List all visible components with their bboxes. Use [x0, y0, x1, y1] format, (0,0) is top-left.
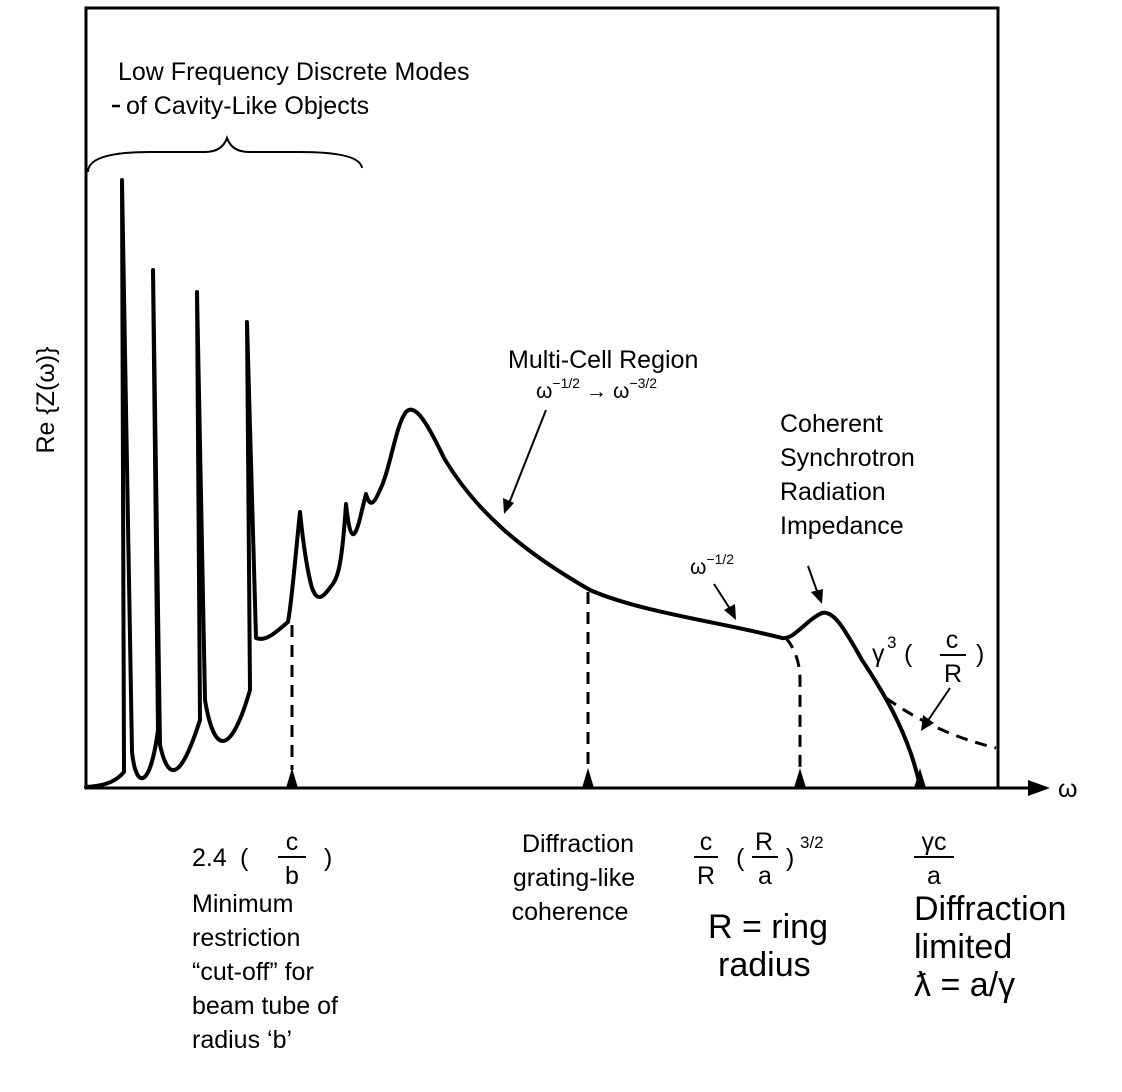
- multicell-pointer-line: [507, 409, 547, 507]
- svg-text:Minimum: Minimum: [192, 890, 293, 918]
- svg-text:Diffraction: Diffraction: [914, 890, 1066, 928]
- gamma-cubed-label: γ 3 ( c R ): [872, 626, 984, 688]
- csr-label-line3: Radiation: [780, 478, 886, 506]
- ring-dashed-line: [784, 637, 802, 770]
- svg-text:grating-like: grating-like: [513, 864, 635, 892]
- csr-pointer-line: [807, 565, 819, 595]
- svg-text:γ: γ: [872, 640, 885, 668]
- csr-label-line1: Coherent: [780, 410, 883, 438]
- csr-label-line4: Impedance: [780, 512, 904, 540]
- multicell-region-label: Multi-Cell Region: [508, 346, 698, 374]
- svg-text:R: R: [697, 862, 715, 890]
- svg-text:beam tube of: beam tube of: [192, 992, 338, 1020]
- omega-half-label: ω−1/2: [690, 551, 734, 579]
- grating-marker-arrow: [582, 768, 594, 788]
- plot-frame: [84, 6, 1000, 790]
- omega-half-pointer-head: [724, 604, 736, 620]
- csr-dashed-extension: [885, 696, 997, 750]
- svg-text:radius ‘b’: radius ‘b’: [192, 1026, 292, 1054]
- cavity-objects-label: of Cavity-Like Objects: [126, 92, 369, 120]
- csr-label-line2: Synchrotron: [780, 444, 915, 472]
- impedance-curve: [84, 178, 922, 789]
- grating-marker-label: Diffraction grating-like coherence: [512, 830, 636, 926]
- ring-marker-label: c R ( R a ) 3/2 R = ring radius: [694, 828, 828, 984]
- x-axis-label: ω: [1058, 775, 1078, 803]
- svg-text:(: (: [904, 640, 913, 668]
- svg-text:γc: γc: [922, 828, 947, 856]
- y-axis-label: Re {Z(ω)}: [32, 346, 60, 453]
- svg-text:c: c: [700, 828, 713, 856]
- svg-text:): ): [976, 640, 984, 668]
- svg-text:limited: limited: [914, 928, 1012, 966]
- limit-marker-label: γc a Diffraction limited ƛ = a/γ: [914, 828, 1066, 1004]
- svg-text:coherence: coherence: [512, 898, 629, 926]
- low-frequency-modes-label: Low Frequency Discrete Modes: [118, 58, 470, 86]
- svg-text:Diffraction: Diffraction: [522, 830, 634, 858]
- svg-text:(: (: [240, 844, 249, 872]
- svg-text:c: c: [286, 828, 299, 856]
- svg-text:2.4: 2.4: [192, 844, 227, 872]
- x-axis-arrowhead: [1028, 780, 1050, 796]
- svg-text:radius: radius: [718, 946, 811, 984]
- cutoff-marker-label: 2.4 ( c b ) Minimum restriction “cut-off…: [192, 828, 338, 1054]
- svg-text:R: R: [944, 660, 962, 688]
- gamma-pointer-line: [926, 687, 951, 723]
- svg-text:): ): [786, 844, 794, 872]
- csr-pointer-head: [811, 589, 823, 604]
- ring-marker-arrow: [794, 768, 806, 788]
- svg-text:a: a: [927, 862, 941, 890]
- limit-marker-arrow: [914, 768, 926, 788]
- svg-text:ƛ = a/γ: ƛ = a/γ: [914, 966, 1015, 1004]
- svg-text:): ): [324, 844, 332, 872]
- svg-text:c: c: [946, 626, 959, 654]
- svg-text:R = ring: R = ring: [708, 908, 828, 946]
- svg-text:“cut-off” for: “cut-off” for: [192, 958, 314, 986]
- svg-text:R: R: [755, 828, 773, 856]
- svg-text:b: b: [285, 862, 299, 890]
- svg-text:(: (: [736, 844, 745, 872]
- cutoff-marker-arrow: [286, 768, 298, 788]
- multicell-pointer-head: [503, 498, 514, 514]
- svg-text:3/2: 3/2: [800, 833, 824, 852]
- gamma-pointer-head: [921, 715, 934, 731]
- discrete-modes-brace: [87, 135, 363, 173]
- svg-text:3: 3: [887, 633, 896, 652]
- svg-text:restriction: restriction: [192, 924, 300, 952]
- svg-text:a: a: [758, 862, 772, 890]
- multicell-power-law: ω−1/2 → ω−3/2: [536, 375, 657, 403]
